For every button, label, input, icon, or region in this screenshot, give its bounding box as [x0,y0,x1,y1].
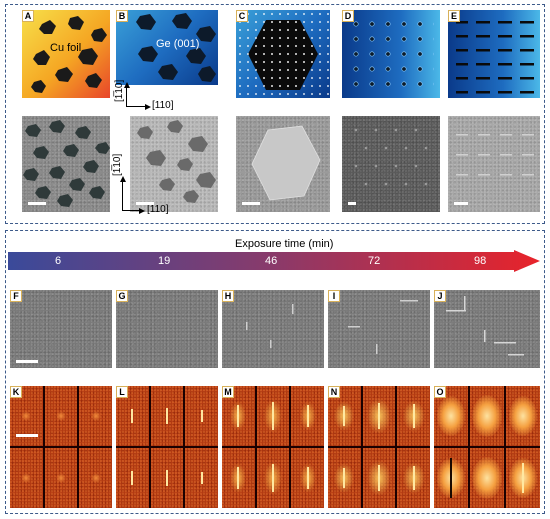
scalebar-d [348,202,356,205]
axis-bsem-right-arrow [139,207,145,214]
image-i: I [328,290,430,368]
panel-d-schematic: D [342,10,440,98]
image-h: H [222,290,324,368]
fft-m-grid [222,386,324,508]
graphene-islands-a [31,16,107,93]
axis-b-horizontal-label: [110] [152,100,174,111]
sem-e-ribbons [456,134,534,176]
scalebar-f [16,360,38,363]
panel-label-i: I [328,290,340,302]
exposure-tick-72: 72 [368,255,381,267]
axis-b-right-arrow [145,103,151,110]
fft-l: L [116,386,218,508]
panel-label-c: C [236,10,248,22]
image-j: J [434,290,540,368]
fft-l-grid [116,386,218,508]
scalebar-e [454,202,468,205]
exposure-arrow [8,250,540,272]
image-f: F [10,290,112,368]
sem-c [236,116,330,212]
ge-001-label: Ge (001) [156,38,200,50]
sem-c-hex-island [251,125,321,201]
panel-label-n: N [328,386,340,398]
fft-k: K [10,386,112,508]
sem-d-dots [354,128,428,186]
top-section-frame [5,4,545,224]
sem-a [22,116,110,212]
axis-b-up-arrow [123,82,130,88]
panel-label-l: L [116,386,128,398]
axis-b-vertical-label: [1̅10] [114,79,125,102]
exposure-tick-6: 6 [55,255,62,267]
image-j-features [446,296,524,356]
scalebar-b [136,202,154,205]
panel-label-j: J [434,290,446,302]
exposure-tick-46: 46 [265,255,278,267]
hex-island-lattice [236,10,330,98]
sem-e [448,116,540,212]
sem-b-islands [137,120,216,203]
sem-a-islands [23,120,110,207]
scalebar-k [16,434,38,437]
axis-bsem-vertical-line [122,180,124,210]
panel-e-schematic: E [448,10,540,98]
image-g: G [116,290,218,368]
axis-bsem-up-arrow [119,176,126,182]
nucleation-dot-array [350,20,434,96]
sem-b [130,116,218,212]
bottom-section-frame [5,230,545,514]
panel-b-schematic: B Ge (001) [116,10,218,85]
fft-o: O [434,386,540,508]
panel-label-o: O [434,386,446,398]
panel-label-b: B [116,10,128,22]
nanoribbon-array [456,20,540,96]
axis-bsem-vertical-label: [1̅10] [112,153,123,176]
panel-c-schematic: C [236,10,330,98]
fft-m: M [222,386,324,508]
fft-k-grid [10,386,112,508]
image-i-features [348,300,418,354]
panel-label-k: K [10,386,22,398]
scalebar-c [242,202,260,205]
scalebar-a [28,202,46,205]
panel-label-a: A [22,10,34,22]
sem-d [342,116,440,212]
cu-foil-label: Cu foil [50,42,82,54]
image-h-features [246,304,294,348]
axis-bsem-horizontal-line [122,210,140,212]
axis-bsem-horizontal-label: [110] [147,204,169,215]
panel-label-g: G [116,290,128,302]
exposure-title: Exposure time (min) [235,238,334,250]
axis-b-horizontal-line [126,106,146,108]
panel-label-d: D [342,10,354,22]
axis-b-vertical-line [126,86,128,106]
panel-label-f: F [10,290,22,302]
fft-n: N [328,386,430,508]
exposure-tick-98: 98 [474,255,487,267]
panel-label-m: M [222,386,234,398]
panel-a-schematic: A Cu foil [22,10,110,98]
panel-label-h: H [222,290,234,302]
fft-o-grid [434,386,540,508]
exposure-tick-19: 19 [158,255,171,267]
fft-n-grid [328,386,430,508]
panel-label-e: E [448,10,460,22]
graphene-islands-b [136,13,216,82]
